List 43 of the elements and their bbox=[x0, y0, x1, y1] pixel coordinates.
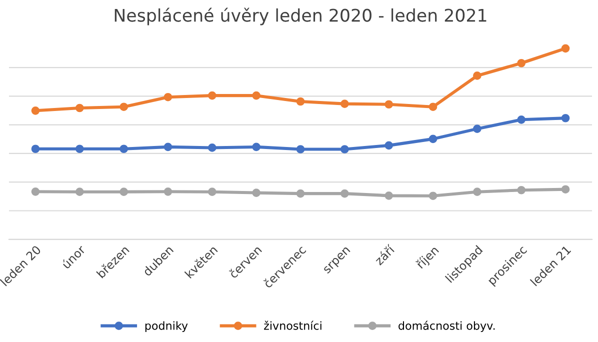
point bbox=[340, 189, 349, 198]
point bbox=[120, 102, 128, 112]
point bbox=[164, 142, 172, 152]
point bbox=[473, 72, 482, 80]
point bbox=[208, 188, 216, 196]
point bbox=[428, 102, 438, 112]
point bbox=[208, 144, 216, 152]
point bbox=[561, 185, 570, 194]
legend-label: podniky bbox=[145, 321, 188, 332]
point bbox=[517, 58, 526, 68]
point bbox=[208, 91, 216, 100]
point bbox=[164, 187, 172, 196]
point bbox=[252, 91, 260, 100]
point bbox=[31, 106, 40, 115]
point bbox=[31, 144, 40, 154]
point bbox=[252, 142, 260, 152]
point bbox=[31, 187, 40, 196]
point bbox=[384, 100, 394, 109]
point bbox=[340, 100, 349, 108]
point bbox=[561, 44, 570, 53]
legend-label: domácnosti obyv. bbox=[398, 320, 495, 332]
point bbox=[428, 134, 438, 144]
point bbox=[340, 145, 349, 154]
point bbox=[473, 188, 482, 196]
legend-label: živnostníci bbox=[264, 320, 322, 330]
point bbox=[296, 97, 305, 106]
point bbox=[120, 188, 128, 196]
point bbox=[75, 104, 84, 112]
point bbox=[164, 92, 172, 102]
point bbox=[75, 188, 84, 196]
point bbox=[561, 114, 570, 122]
point bbox=[75, 144, 84, 154]
point bbox=[517, 115, 526, 124]
point bbox=[296, 145, 305, 154]
chart-title: Nesplácené úvěry leden 2020 - leden 2021 bbox=[114, 8, 486, 26]
point bbox=[517, 186, 526, 194]
point bbox=[120, 144, 128, 154]
point bbox=[252, 188, 260, 197]
point bbox=[384, 141, 394, 150]
point bbox=[384, 191, 394, 200]
point bbox=[296, 189, 305, 198]
point bbox=[428, 192, 438, 200]
point bbox=[473, 124, 482, 133]
